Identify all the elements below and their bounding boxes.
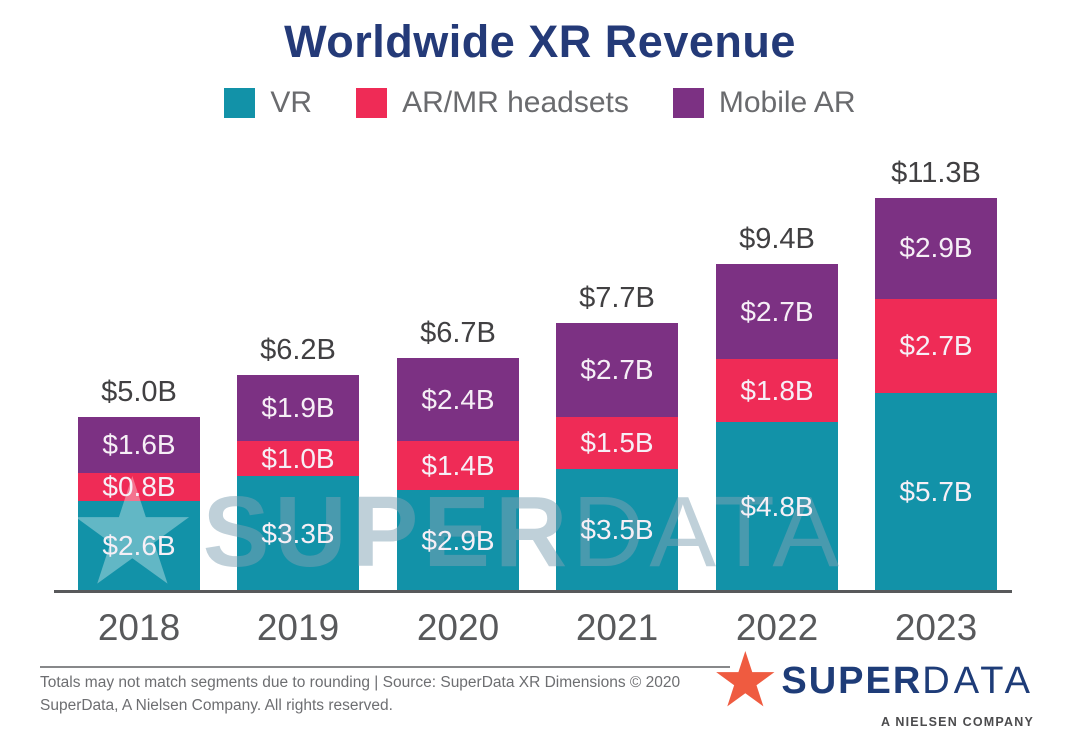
segment-vr-2021 — [556, 469, 678, 591]
bar-2018 — [78, 417, 200, 591]
segment-mobile-ar-2020 — [397, 358, 519, 442]
bar-2019 — [237, 375, 359, 591]
legend-label-mobile-ar: Mobile AR — [718, 86, 856, 119]
legend-label-vr: VR — [270, 86, 313, 119]
bar-2021 — [556, 323, 678, 591]
segment-vr-2022 — [716, 422, 838, 591]
segment-vr-2023 — [875, 392, 997, 591]
watermark-text-bold: SUPER — [202, 476, 573, 588]
segment-mobile-ar-2023 — [875, 198, 997, 299]
legend-item-mobile-ar: Mobile AR — [672, 86, 856, 120]
watermark-star-icon: ★ — [66, 450, 199, 615]
segment-mobile-ar-2021 — [556, 323, 678, 418]
segment-ar-mr-headsets-2020 — [397, 441, 519, 491]
watermark-text: SUPERDATA — [203, 468, 844, 596]
segment-vr-2018 — [78, 500, 200, 591]
segment-ar-mr-headsets-2021 — [556, 417, 678, 470]
segment-mobile-ar-2018 — [78, 417, 200, 473]
bar-2022 — [716, 264, 838, 591]
vr-swatch-icon — [224, 88, 256, 118]
logo-tagline: A NIELSEN COMPANY — [880, 715, 1034, 729]
logo-star-icon: ★ — [711, 638, 780, 723]
legend: VR AR/MR headsets Mobile AR — [0, 86, 1080, 120]
page-title: Worldwide XR Revenue — [284, 16, 796, 67]
segment-vr-2020 — [397, 490, 519, 591]
segment-mobile-ar-2019 — [237, 375, 359, 442]
watermark-text-light: DATA — [572, 476, 845, 588]
legend-item-vr: VR — [224, 86, 312, 120]
segment-mobile-ar-2022 — [716, 264, 838, 359]
ar-mr-swatch-icon — [356, 88, 388, 118]
superdata-logo: ★ SUPERDATA A NIELSEN COMPANY — [711, 638, 1034, 730]
superdata-watermark: ★ SUPERDATA — [66, 450, 844, 615]
mobile-ar-swatch-icon — [672, 88, 704, 118]
logo-row: ★ SUPERDATA — [711, 638, 1034, 723]
segment-ar-mr-headsets-2019 — [237, 441, 359, 477]
footer-divider — [40, 666, 730, 668]
legend-label-ar-mr: AR/MR headsets — [402, 86, 629, 119]
footer-note-line1: Totals may not match segments due to rou… — [40, 674, 681, 691]
legend-item-ar-mr-headsets: AR/MR headsets — [356, 86, 629, 120]
logo-wordmark-light: DATA — [922, 659, 1034, 702]
segment-ar-mr-headsets-2018 — [78, 472, 200, 501]
segment-ar-mr-headsets-2022 — [716, 359, 838, 423]
logo-wordmark-bold: SUPER — [781, 659, 923, 702]
logo-wordmark: SUPERDATA — [781, 660, 1034, 703]
segment-ar-mr-headsets-2023 — [875, 298, 997, 393]
bar-2020 — [397, 358, 519, 591]
footer-note: Totals may not match segments due to rou… — [40, 672, 680, 717]
bar-2023 — [875, 198, 997, 591]
footer-note-line2: SuperData, A Nielsen Company. All rights… — [40, 696, 393, 714]
segment-vr-2019 — [237, 476, 359, 591]
x-axis-line — [54, 590, 1012, 593]
